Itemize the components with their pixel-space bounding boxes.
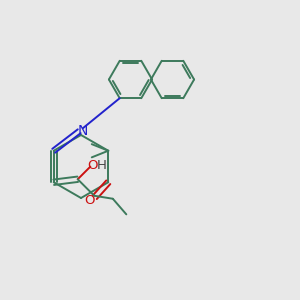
Text: N: N (78, 124, 88, 138)
Text: H: H (97, 159, 107, 172)
Text: O: O (88, 159, 98, 172)
Text: O: O (84, 194, 94, 207)
